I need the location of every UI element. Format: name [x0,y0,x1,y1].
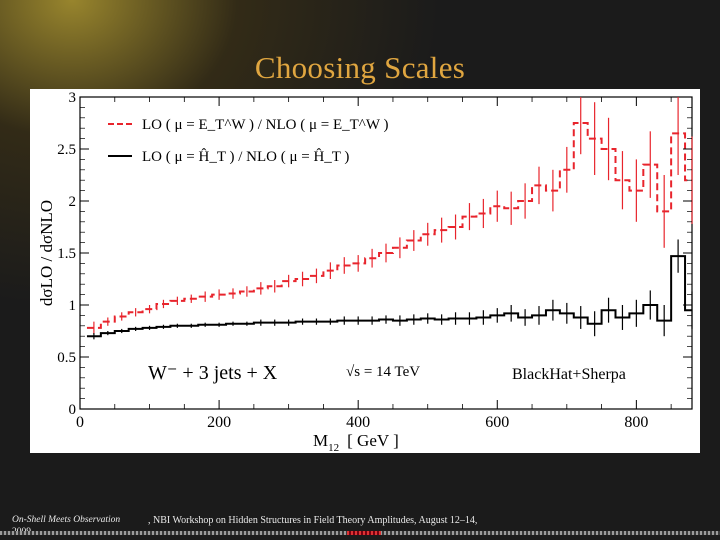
chart-legend-layer: LO ( μ = E_T^W ) / NLO ( μ = E_T^W ) LO (… [108,117,388,165]
y-tick-label: 2 [69,194,77,210]
y-tick-label: 0.5 [57,350,76,366]
series-line [86,255,692,338]
x-tick-label: 0 [76,414,84,431]
footer-conference: On-Shell Meets Observation [12,515,121,525]
chart-panel: 0 200 400 600 800 0 0.5 1 1.5 2 2.5 3 M12[ GeV ] dσLO… [30,89,700,453]
x-tick-label: 400 [346,414,370,431]
chart-ticks-layer: 0 200 400 600 800 0 0.5 1 1.5 2 2.5 3 M12[ GeV ] dσLO… [37,90,692,453]
x-tick-label: 800 [624,414,648,431]
x-tick-label: 600 [485,414,509,431]
y-tick-label: 0 [69,402,77,418]
legend-entry: LO ( μ = E_T^W ) / NLO ( μ = E_T^W ) [142,117,388,133]
slide-title: Choosing Scales [254,50,466,85]
ratio-chart: 0 200 400 600 800 0 0.5 1 1.5 2 2.5 3 M12[ GeV ] dσLO… [37,90,693,453]
x-axis-label: M12[ GeV ] [313,431,399,453]
x-tick-label: 200 [207,414,231,431]
y-tick-label: 1.5 [57,246,76,262]
footer-stripe-accent [347,531,381,535]
chart-series-layer [86,97,693,340]
y-axis-label: dσLO / dσNLO [37,200,56,306]
y-tick-label: 1 [69,298,77,314]
y-tick-label: 3 [69,90,77,106]
series-lo-et [86,97,693,335]
footer-venue: , NBI Workshop on Hidden Structures in F… [148,515,478,526]
series-lo-ht [86,239,693,340]
chart-annotation-layer: W⁻ + 3 jets + X √s = 14 TeV BlackHat+Sherp… [148,362,626,384]
energy-label: √s = 14 TeV [346,364,420,380]
y-tick-label: 2.5 [57,142,76,158]
legend-entry: LO ( μ = Ĥ_T ) / NLO ( μ = Ĥ_T ) [142,148,349,165]
process-label: W⁻ + 3 jets + X [148,362,278,384]
generator-label: BlackHat+Sherpa [512,366,626,383]
